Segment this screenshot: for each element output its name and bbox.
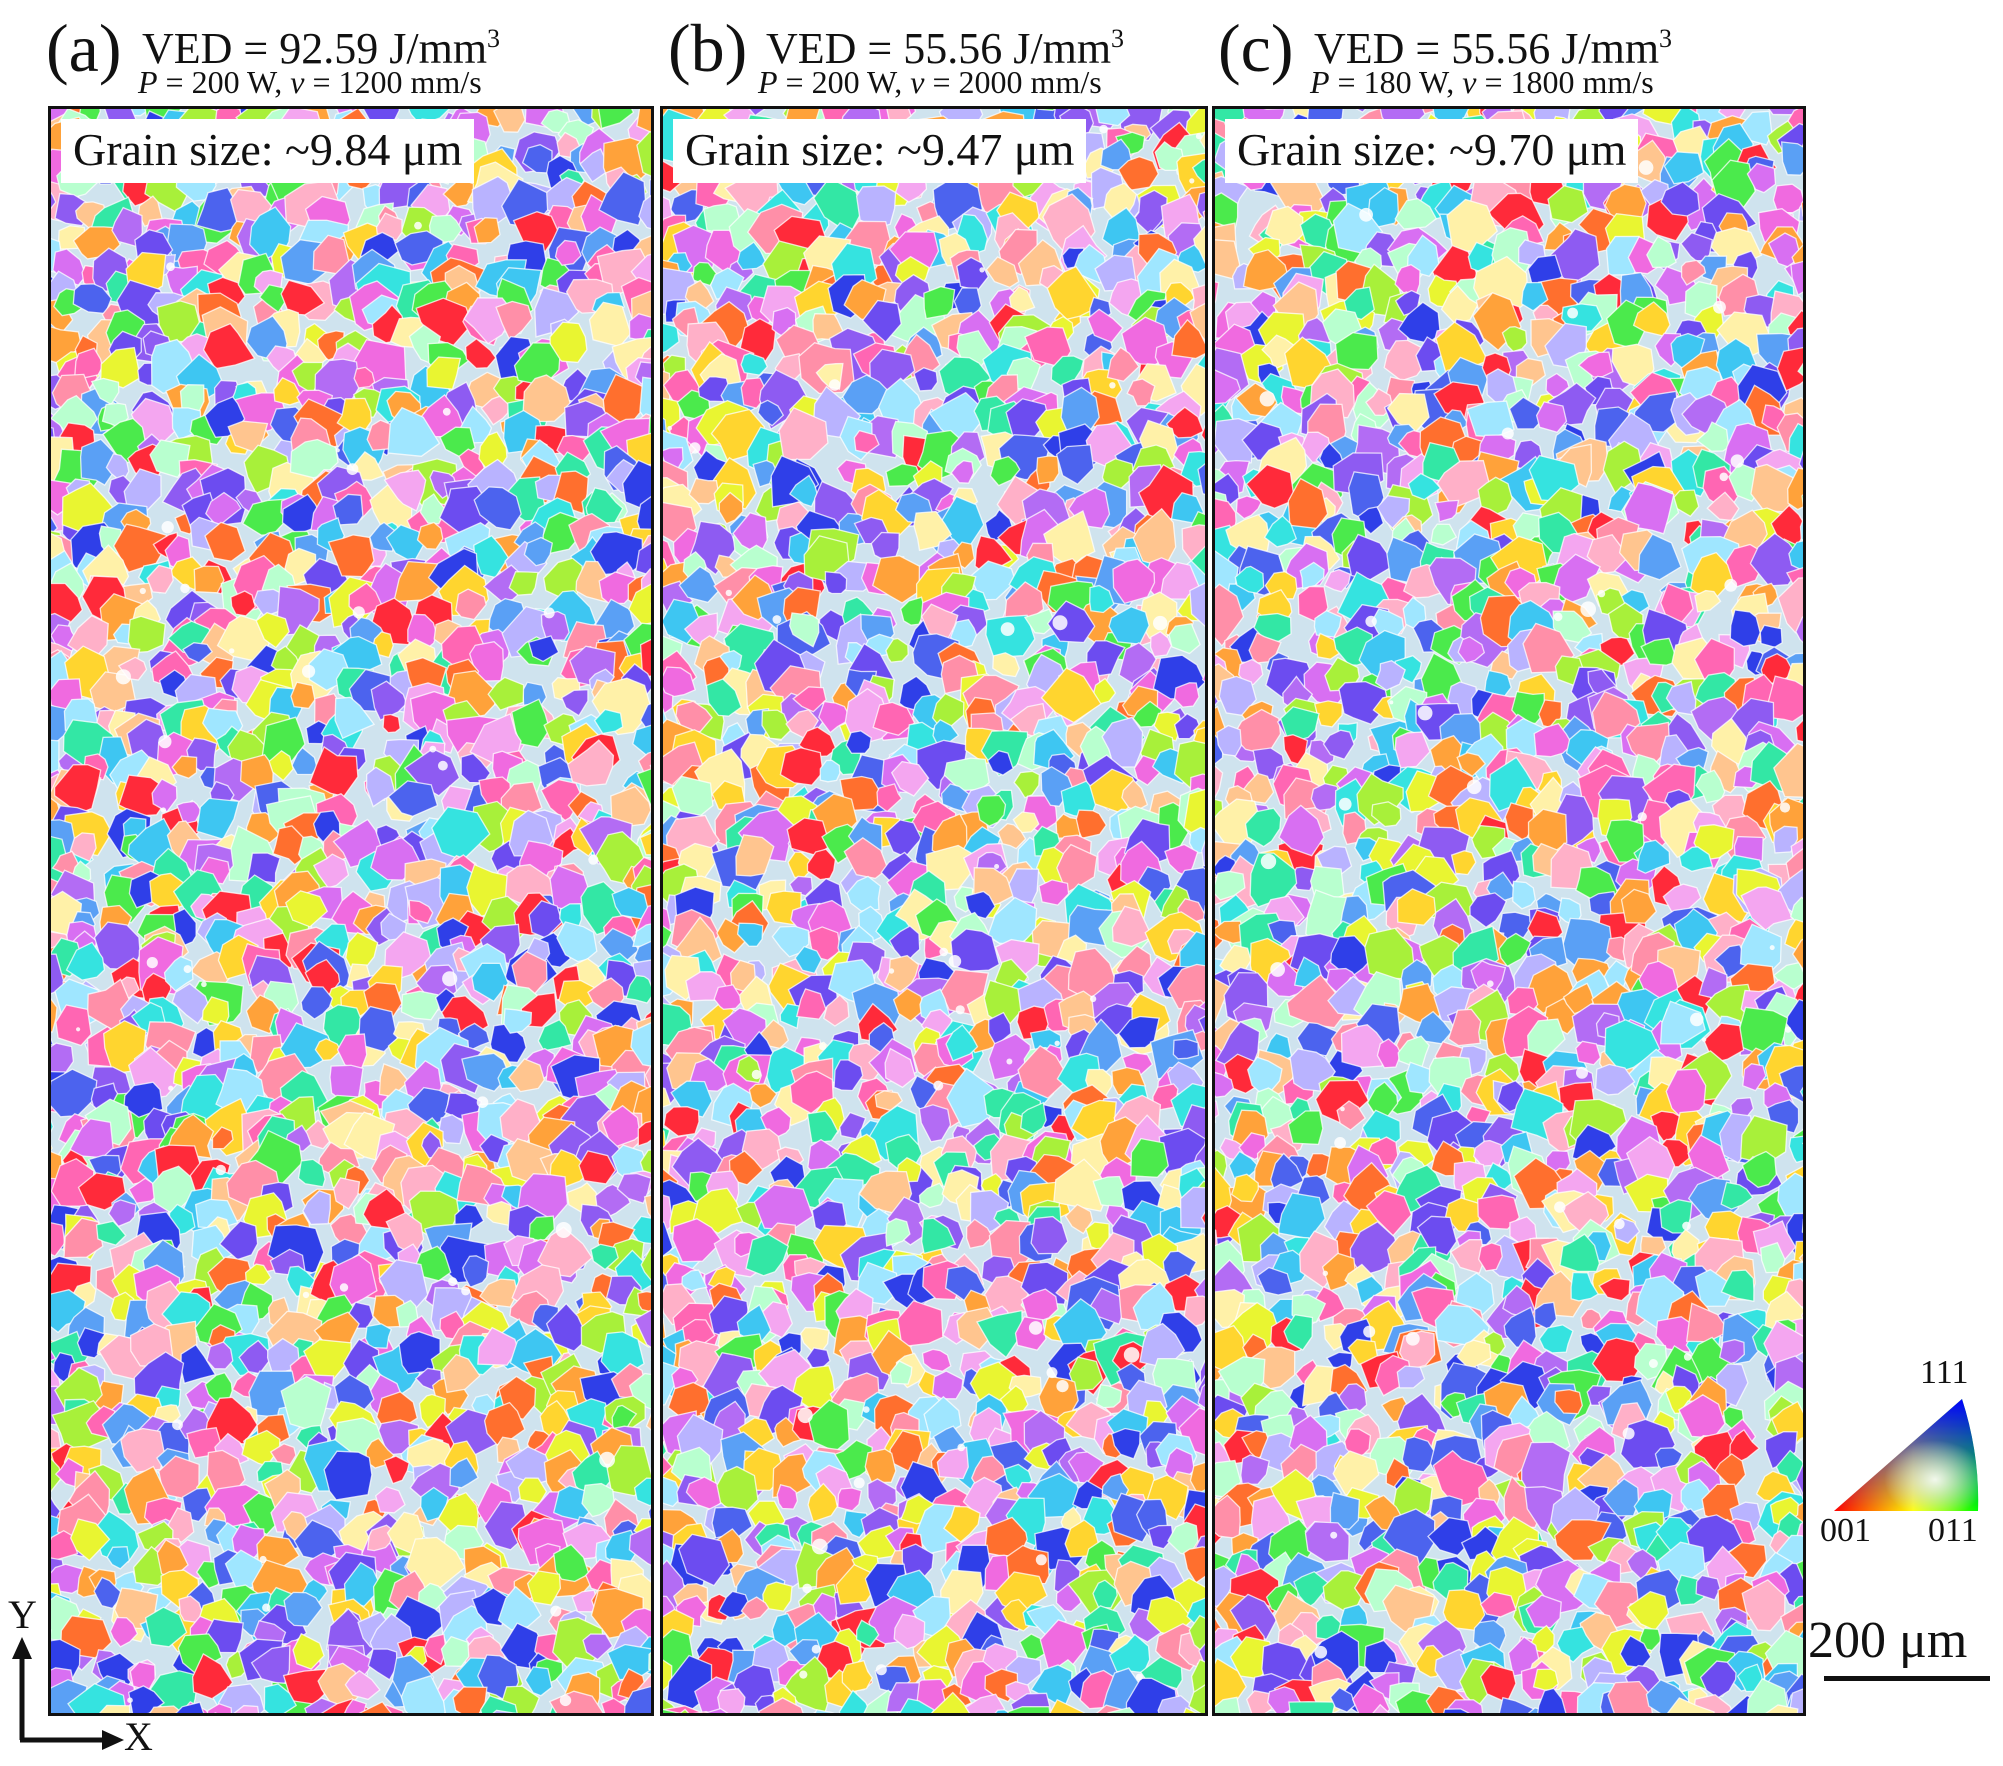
ved-value: VED = 92.59 J/mm3: [142, 24, 501, 73]
grain-map-a: Grain size: ~9.84 μm: [48, 106, 654, 1716]
y-axis-label: Y: [8, 1592, 37, 1637]
grain-size-label: Grain size: ~9.47 μm: [673, 119, 1087, 183]
panel-letter: (c): [1218, 10, 1294, 86]
ebsd-ipf-map-icon: [1215, 109, 1803, 1713]
ipf-color-key: 111 001 011: [1820, 1355, 2000, 1555]
ebsd-ipf-map-icon: [663, 109, 1205, 1713]
ved-value: VED = 55.56 J/mm3: [1314, 24, 1673, 73]
ipf-label-111: 111: [1920, 1354, 1969, 1391]
coordinate-axes: Y X: [0, 1595, 160, 1760]
process-params: P = 200 W, v = 2000 mm/s: [758, 64, 1102, 100]
grain-map-b: Grain size: ~9.47 μm: [660, 106, 1208, 1716]
panel-b-header: (b) VED = 55.56 J/mm3 P = 200 W, v = 200…: [668, 8, 1288, 100]
process-params: P = 180 W, v = 1800 mm/s: [1310, 64, 1654, 100]
ebsd-ipf-map-icon: [51, 109, 651, 1713]
grain-size-label: Grain size: ~9.70 μm: [1225, 119, 1639, 183]
scale-bar-label: 200 μm: [1808, 1612, 1968, 1669]
grain-map-c: Grain size: ~9.70 μm: [1212, 106, 1806, 1716]
axes-arrows-icon: [12, 1637, 124, 1750]
panel-letter: (a): [46, 10, 122, 86]
ipf-label-011: 011: [1928, 1512, 1978, 1549]
ipf-label-001: 001: [1820, 1512, 1871, 1549]
grain-size-label: Grain size: ~9.84 μm: [61, 119, 475, 183]
panel-c-header: (c) VED = 55.56 J/mm3 P = 180 W, v = 180…: [1218, 8, 1818, 100]
scale-bar: 200 μm: [1808, 1612, 2000, 1702]
ipf-triangle-icon: [1834, 1399, 1979, 1511]
panel-letter: (b): [668, 10, 748, 86]
process-params: P = 200 W, v = 1200 mm/s: [138, 64, 482, 100]
panel-a-header: (a) VED = 92.59 J/mm3 P = 200 W, v = 120…: [46, 8, 666, 100]
ved-value: VED = 55.56 J/mm3: [766, 24, 1125, 73]
scale-bar-line: [1824, 1676, 1990, 1681]
x-axis-label: X: [124, 1714, 153, 1759]
